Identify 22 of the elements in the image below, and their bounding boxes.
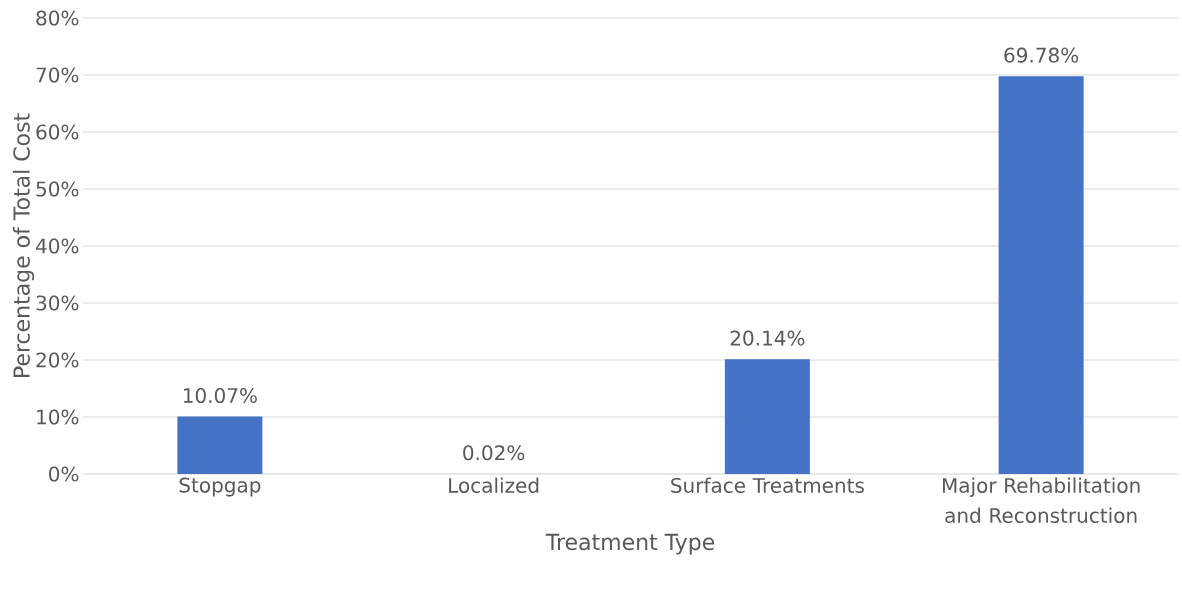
y-tick-label: 70% (36, 67, 79, 83)
y-tick-label: 10% (37, 409, 79, 425)
x-tick-label: Major Rehabilitation and Reconstruction (942, 477, 1140, 524)
y-tick-label: 80% (36, 10, 79, 26)
x-tick-label: Stopgap (179, 477, 261, 497)
y-tick-label: 60% (36, 124, 79, 140)
data-label: 69.78% (1004, 47, 1079, 63)
x-tick-label: Surface Treatments (671, 477, 864, 494)
bar (998, 76, 1084, 474)
y-tick-label: 0% (49, 466, 79, 482)
y-tick-label: 20% (36, 352, 79, 368)
data-label: 10.07% (183, 387, 257, 404)
x-axis-title: Treatment Type (545, 533, 715, 555)
y-tick-label: 50% (36, 181, 79, 197)
data-label: 20.14% (730, 330, 805, 346)
x-tick-label: Localized (449, 477, 539, 494)
data-label: 0.02% (463, 445, 525, 461)
y-tick-label: 40% (35, 238, 79, 254)
y-tick-label: 30% (36, 295, 79, 311)
bar (177, 416, 263, 474)
bar (724, 359, 810, 474)
y-axis-title: Percentage of Total Cost (12, 113, 35, 377)
